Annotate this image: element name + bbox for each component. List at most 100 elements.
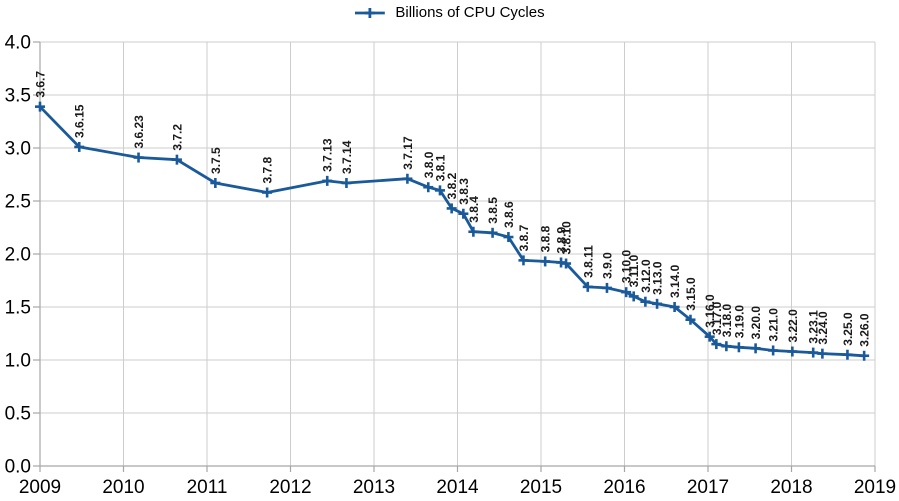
- data-point-marker: [262, 187, 273, 198]
- x-tick-label: 2014: [436, 477, 479, 498]
- data-point-marker: [721, 341, 732, 352]
- data-point-label: 3.8.5: [486, 197, 500, 224]
- data-point-marker: [750, 343, 761, 354]
- data-point-label: 3.6.7: [34, 71, 48, 98]
- data-point-marker: [434, 185, 445, 196]
- y-tick-label: 4.0: [5, 33, 31, 54]
- data-point-marker: [669, 302, 680, 312]
- data-point-marker: [518, 255, 529, 266]
- data-point-marker: [74, 141, 85, 152]
- data-point-label: 3.14.0: [668, 264, 682, 298]
- data-point-marker: [458, 208, 469, 219]
- data-point-label: 3.7.14: [340, 140, 354, 174]
- data-point-label: 3.19.0: [732, 305, 746, 339]
- data-point-label: 3.26.0: [858, 313, 872, 347]
- x-tick-label: 2012: [269, 477, 311, 498]
- data-point-label: 3.8.4: [467, 196, 481, 223]
- data-point-marker: [322, 175, 333, 186]
- data-point-marker: [601, 282, 612, 293]
- data-point-marker: [787, 346, 798, 357]
- data-point-label: 3.8.11: [581, 245, 595, 278]
- data-point-marker: [210, 177, 221, 188]
- data-point-label: 3.13.0: [651, 261, 665, 295]
- data-point-label: 3.8.3: [457, 178, 471, 205]
- data-point-marker: [503, 232, 514, 243]
- data-point-marker: [540, 256, 551, 267]
- x-tick-label: 2017: [687, 477, 729, 498]
- y-tick-label: 0.5: [5, 404, 31, 425]
- legend-line-marker-icon: [354, 7, 385, 18]
- data-point-marker: [621, 287, 632, 298]
- data-point-label: 3.8.2: [445, 172, 459, 199]
- data-point-marker: [487, 227, 498, 238]
- data-point-marker: [628, 291, 639, 302]
- x-tick-label: 2019: [854, 477, 896, 498]
- data-point-label: 3.25.0: [841, 312, 855, 346]
- data-point-label: 3.8.0: [422, 151, 436, 178]
- data-point-label: 3.17.0: [710, 301, 724, 335]
- y-tick-label: 2.0: [5, 245, 31, 266]
- data-point-marker: [341, 177, 352, 188]
- data-point-marker: [423, 182, 434, 193]
- chart-legend: Billions of CPU Cycles: [354, 4, 545, 21]
- data-point-marker: [808, 347, 819, 358]
- data-point-marker: [652, 298, 663, 309]
- data-point-marker: [446, 203, 457, 214]
- data-point-marker: [35, 101, 45, 112]
- x-tick-label: 2009: [19, 477, 61, 498]
- data-point-marker: [582, 281, 593, 292]
- data-point-label: 3.20.0: [749, 306, 763, 340]
- x-tick-label: 2015: [520, 477, 562, 498]
- data-point-marker: [711, 339, 722, 350]
- data-point-marker: [402, 173, 413, 184]
- data-point-label: 3.21.0: [767, 308, 781, 342]
- y-tick-label: 3.5: [5, 86, 31, 107]
- y-tick-label: 2.5: [5, 192, 31, 213]
- data-point-label: 3.6.23: [132, 115, 146, 149]
- data-point-label: 3.7.13: [321, 138, 335, 172]
- data-point-label: 3.8.6: [502, 201, 516, 228]
- data-point-label: 3.11.0: [627, 254, 641, 287]
- data-point-label: 3.6.15: [73, 104, 87, 138]
- data-point-label: 3.18.0: [720, 304, 734, 338]
- data-point-label: 3.12.0: [639, 259, 653, 293]
- data-point-label: 3.7.17: [401, 136, 415, 170]
- y-tick-label: 3.0: [5, 139, 31, 160]
- x-tick-label: 2013: [353, 477, 395, 498]
- data-point-label: 3.8.8: [539, 225, 553, 252]
- data-point-label: 3.8.7: [517, 224, 531, 251]
- data-point-marker: [859, 350, 870, 361]
- data-point-label: 3.8.9: [555, 226, 569, 253]
- data-point-marker: [704, 331, 715, 342]
- data-point-marker: [561, 258, 572, 269]
- y-tick-label: 0.0: [5, 457, 31, 478]
- data-point-marker: [842, 349, 853, 360]
- data-point-marker: [468, 226, 479, 237]
- data-point-label: 3.8.10: [560, 221, 574, 255]
- data-point-label: 3.23.1: [807, 310, 821, 344]
- x-tick-label: 2010: [102, 477, 144, 498]
- x-tick-label: 2011: [187, 477, 228, 498]
- data-point-label: 3.16.0: [703, 294, 717, 328]
- data-point-label: 3.7.8: [261, 157, 275, 184]
- data-point-label: 3.15.0: [684, 277, 698, 311]
- data-point-label: 3.22.0: [786, 309, 800, 343]
- legend-label: Billions of CPU Cycles: [395, 4, 545, 21]
- y-tick-label: 1.0: [5, 351, 31, 372]
- data-point-label: 3.7.2: [170, 124, 184, 151]
- data-point-label: 3.8.1: [433, 154, 447, 181]
- data-point-label: 3.24.0: [816, 311, 830, 345]
- data-point-marker: [768, 345, 779, 356]
- data-point-marker: [640, 296, 651, 307]
- x-tick-label: 2018: [770, 477, 812, 498]
- data-point-label: 3.9.0: [600, 252, 614, 279]
- y-tick-label: 1.5: [5, 298, 31, 319]
- data-point-marker: [817, 348, 828, 359]
- x-tick-label: 2016: [603, 477, 645, 498]
- data-point-marker: [733, 342, 744, 353]
- data-point-marker: [685, 314, 696, 325]
- data-point-label: 3.7.5: [209, 147, 223, 174]
- data-point-label: 3.10.0: [620, 249, 634, 283]
- data-point-marker: [171, 154, 182, 165]
